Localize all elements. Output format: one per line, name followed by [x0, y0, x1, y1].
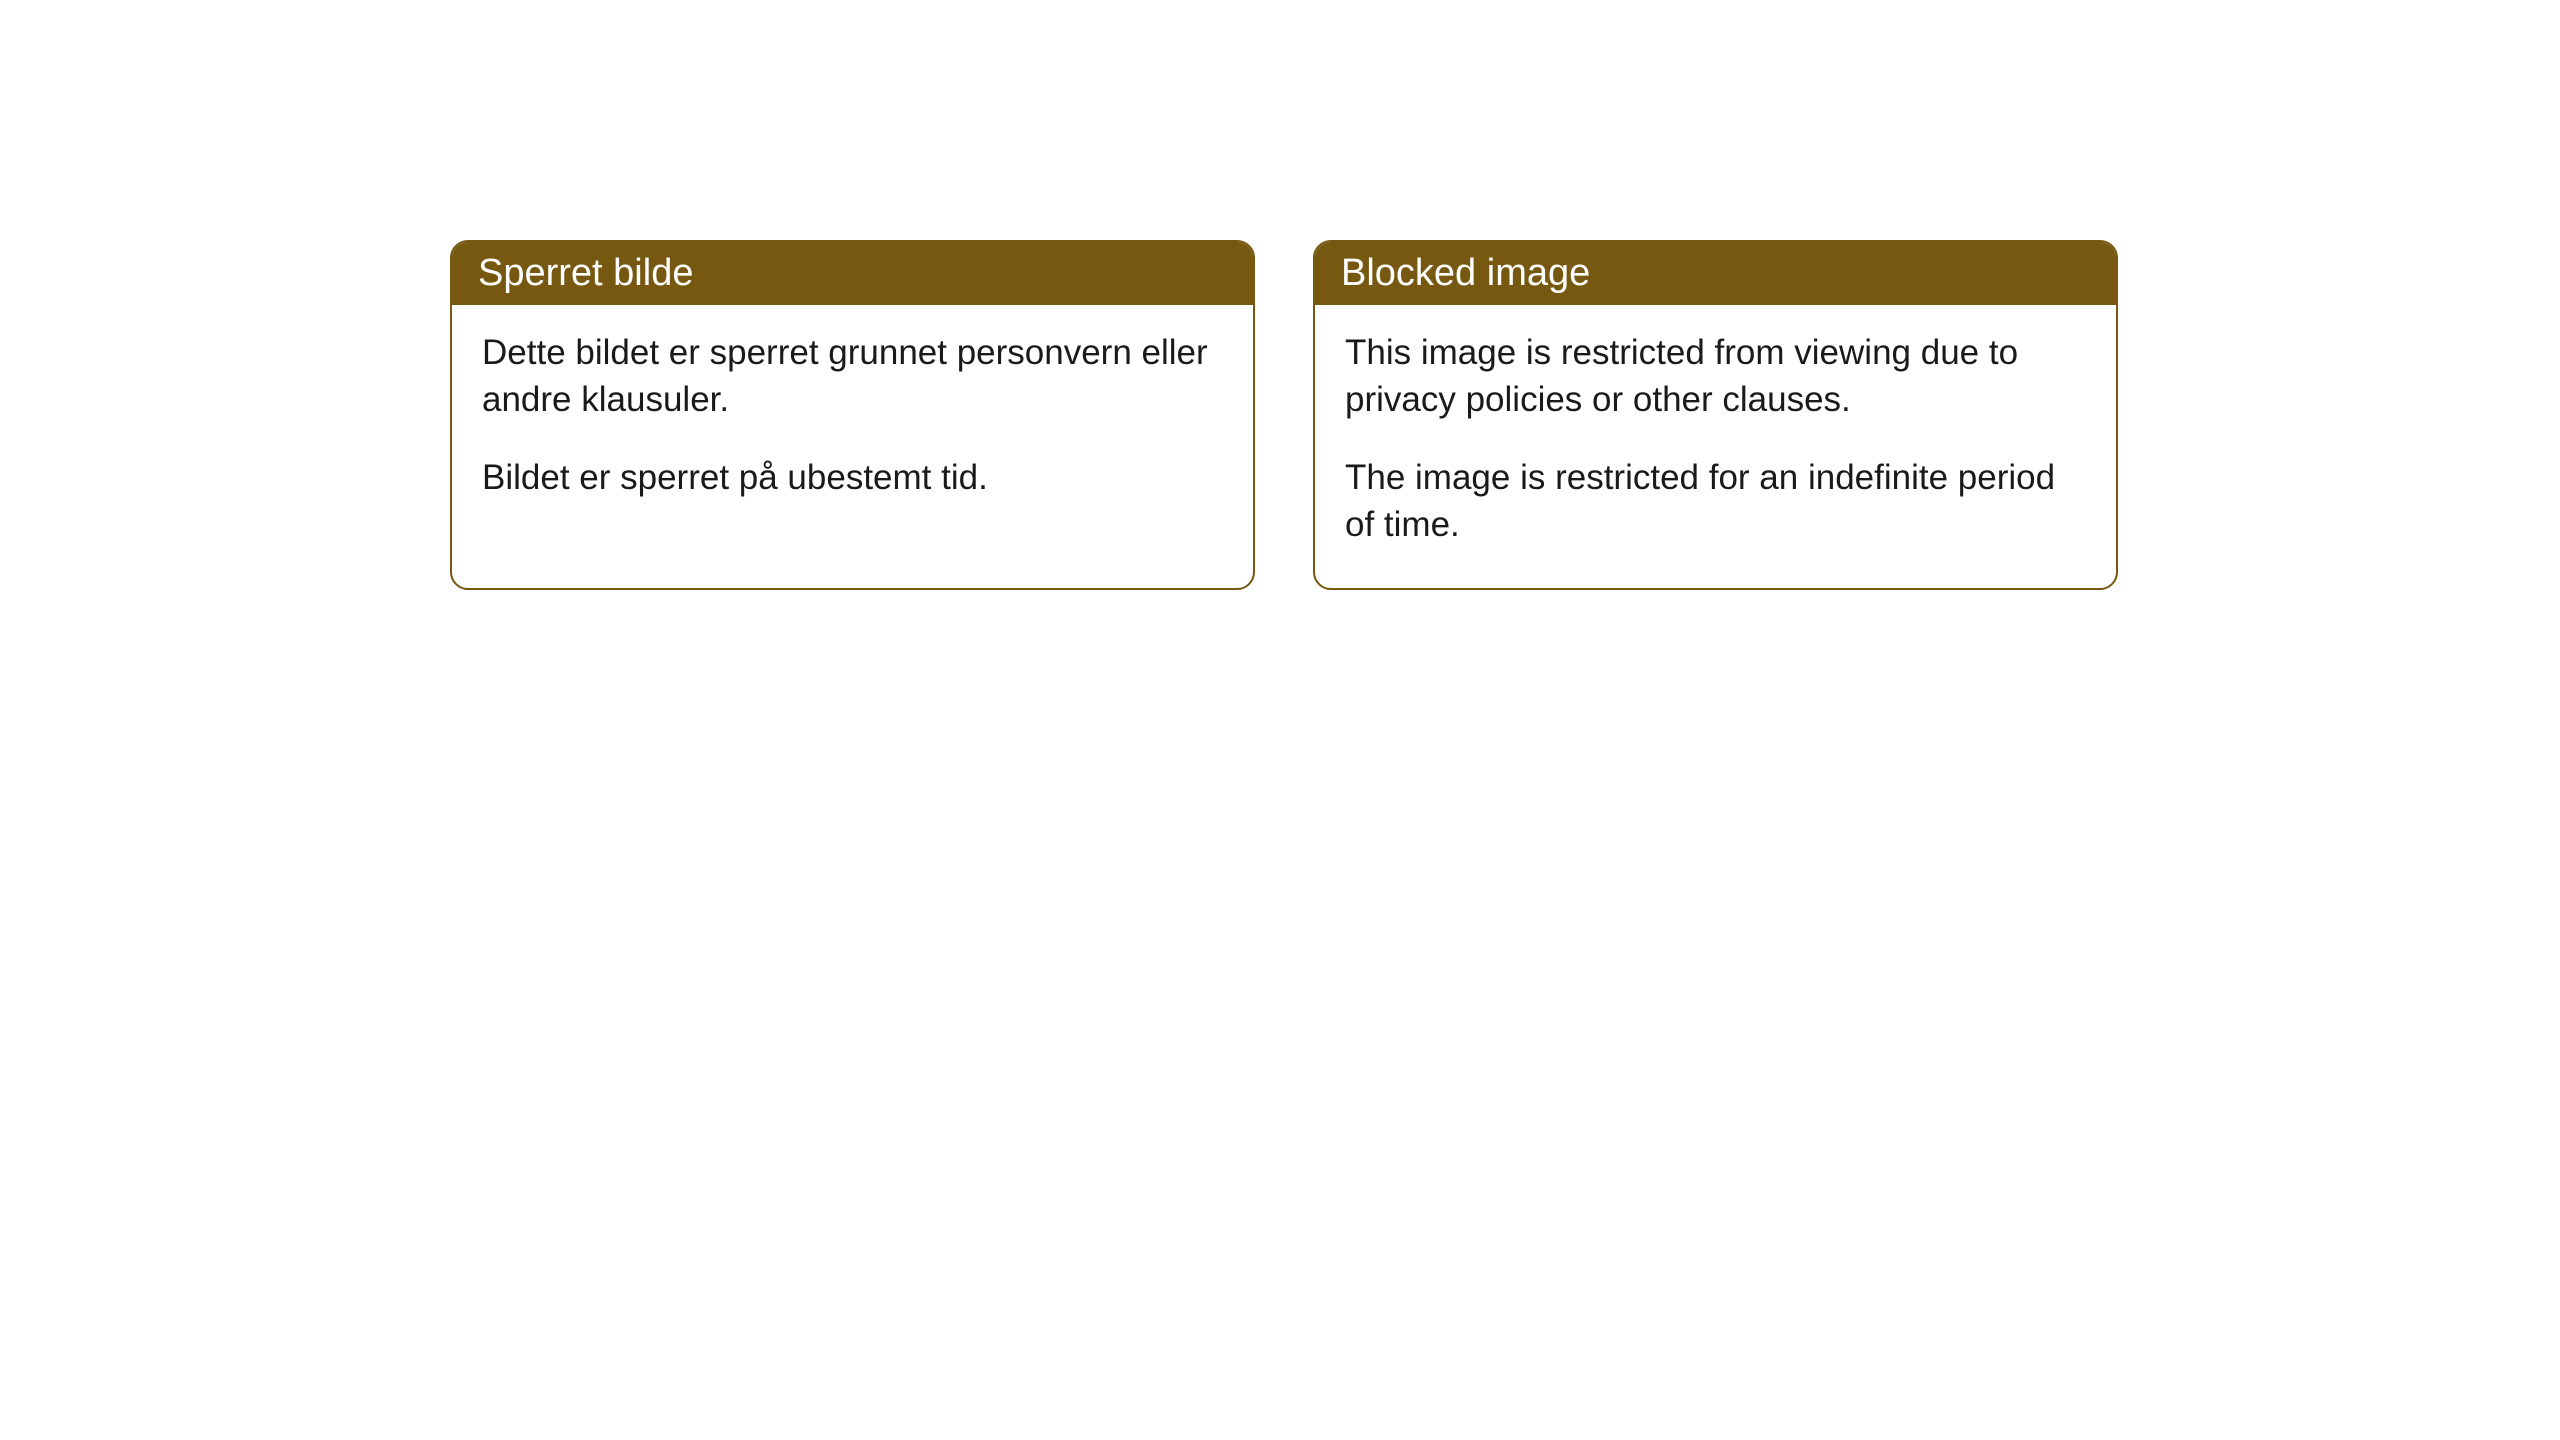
notice-card-norwegian: Sperret bilde Dette bildet er sperret gr… — [450, 240, 1255, 590]
notice-paragraph: The image is restricted for an indefinit… — [1345, 454, 2086, 549]
notice-card-english: Blocked image This image is restricted f… — [1313, 240, 2118, 590]
notice-paragraph: Dette bildet er sperret grunnet personve… — [482, 329, 1223, 424]
card-title: Blocked image — [1315, 242, 2116, 305]
card-body: This image is restricted from viewing du… — [1315, 305, 2116, 588]
notice-cards-container: Sperret bilde Dette bildet er sperret gr… — [450, 240, 2118, 590]
card-body: Dette bildet er sperret grunnet personve… — [452, 305, 1253, 541]
notice-paragraph: This image is restricted from viewing du… — [1345, 329, 2086, 424]
card-title: Sperret bilde — [452, 242, 1253, 305]
notice-paragraph: Bildet er sperret på ubestemt tid. — [482, 454, 1223, 501]
